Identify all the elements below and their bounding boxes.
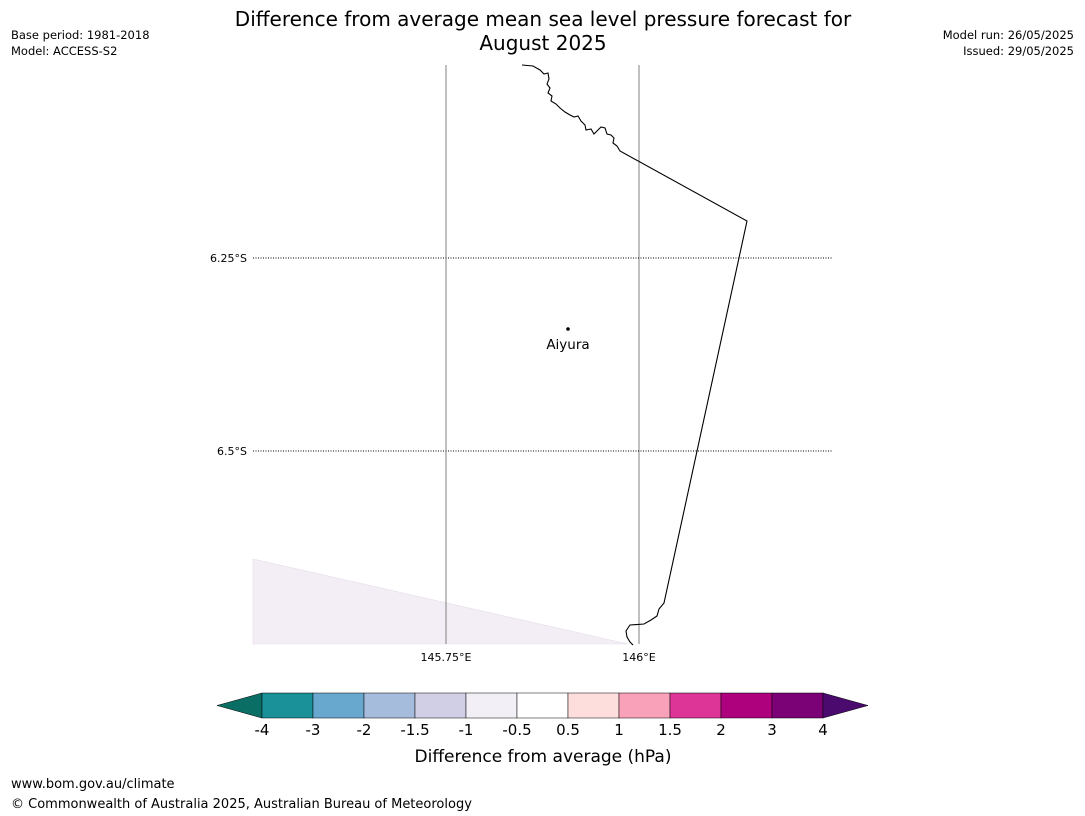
colorbar-tick-label: -2 — [357, 721, 372, 739]
colorbar-tick-label: -1.5 — [400, 721, 429, 739]
colorbar-segment — [720, 692, 773, 719]
colorbar-tick-label: 2 — [716, 721, 726, 739]
footer-url[interactable]: www.bom.gov.au/climate — [11, 777, 175, 792]
colorbar-segment — [516, 692, 569, 719]
colorbar-segment — [618, 692, 671, 719]
colorbar-under-arrow — [216, 692, 263, 719]
colorbar-tick-label: 4 — [818, 721, 828, 739]
colorbar-label: Difference from average (hPa) — [415, 747, 672, 767]
colorbar-segment — [261, 692, 314, 719]
colorbar-segment — [771, 692, 824, 719]
title-line-1: Difference from average mean sea level p… — [234, 7, 852, 31]
footer: www.bom.gov.au/climate © Commonwealth of… — [11, 775, 472, 815]
colorbar-over-arrow — [822, 692, 869, 719]
model-run: Model run: 26/05/2025 — [942, 28, 1074, 42]
lon-label-145-75: 145.75°E — [421, 651, 472, 664]
lat-label-6-25: 6.25°S — [210, 252, 247, 265]
lon-label-146: 146°E — [622, 651, 655, 664]
boundary-line — [521, 64, 748, 646]
colorbar-segment — [465, 692, 518, 719]
colorbar-tick-label: -3 — [306, 721, 321, 739]
colorbar-tick-label: 1.5 — [658, 721, 682, 739]
colorbar-tick-label: 0.5 — [556, 721, 580, 739]
colorbar-tick-label: -0.5 — [502, 721, 531, 739]
lat-label-6-5: 6.5°S — [217, 445, 247, 458]
place-label: Aiyura — [546, 337, 589, 353]
meta-right: Model run: 26/05/2025 Issued: 29/05/2025 — [943, 27, 1074, 59]
place-marker — [566, 327, 570, 331]
colorbar-tick-label: 3 — [767, 721, 777, 739]
colorbar-segment — [669, 692, 722, 719]
colorbar-tick-label: 1 — [614, 721, 624, 739]
colorbar: -4 -3 -2 -1.5 -1 -0.5 0.5 1 1.5 2 3 4 Difference fr… — [216, 692, 869, 767]
meta-left: Base period: 1981-2018 Model: ACCESS-S2 — [11, 27, 150, 59]
colorbar-tick-label: -1 — [459, 721, 474, 739]
footer-copyright: © Commonwealth of Australia 2025, Austra… — [11, 797, 472, 812]
base-period: Base period: 1981-2018 — [11, 28, 150, 42]
title-line-2: August 2025 — [479, 31, 607, 55]
model-name: Model: ACCESS-S2 — [11, 44, 118, 58]
colorbar-segment — [414, 692, 467, 719]
colorbar-segment — [567, 692, 620, 719]
colorbar-segment — [312, 692, 365, 719]
anomaly-shading — [252, 558, 629, 645]
colorbar-segment — [363, 692, 416, 719]
issued-date: Issued: 29/05/2025 — [963, 44, 1074, 58]
colorbar-tick-label: -4 — [255, 721, 270, 739]
map-title: Difference from average mean sea level p… — [143, 7, 943, 55]
